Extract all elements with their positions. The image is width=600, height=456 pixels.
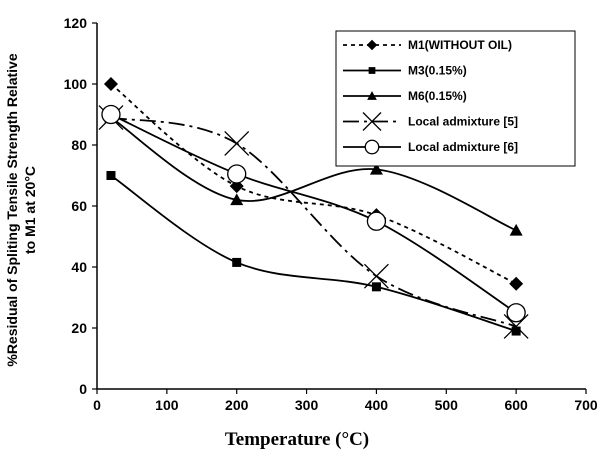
data-point: [511, 326, 521, 336]
data-point: [366, 211, 387, 231]
legend-item: Local admixture [6]: [343, 139, 518, 155]
data-point: [224, 131, 250, 156]
x-marker-stroke: [363, 263, 389, 289]
legend-swatch-marker: [367, 91, 377, 100]
y-tick-label: 80: [71, 137, 87, 153]
legend-label: Local admixture [5]: [408, 115, 518, 129]
data-point: [101, 104, 121, 125]
legend-label: M6(0.15%): [408, 89, 467, 103]
data-point: [371, 282, 381, 292]
legend-swatch-marker: [364, 139, 380, 155]
data-point: [227, 164, 247, 184]
legend-swatch-marker: [362, 112, 382, 131]
data-point: [503, 314, 529, 339]
data-point: [506, 303, 526, 323]
x-marker-stroke: [503, 314, 529, 339]
legend-item: M3(0.15%): [343, 64, 467, 78]
y-tick-label: 120: [64, 15, 88, 31]
data-point: [103, 77, 118, 91]
data-point: [232, 257, 242, 267]
x-tick-label: 600: [504, 397, 528, 413]
y-tick-label: 40: [71, 259, 87, 275]
y-tick-label: 100: [64, 76, 88, 92]
series-4: [98, 105, 529, 339]
y-axis-label-line1: %Residual of Spliting Tensile Strength R…: [4, 53, 20, 366]
axes: 0 100 200 300 400 500 600 700 0 20 40 60 80 100 120: [64, 15, 598, 413]
legend-swatch-marker: [368, 67, 376, 74]
series-line: [110, 116, 517, 328]
data-point: [509, 223, 523, 236]
x-tick-label: 300: [295, 397, 319, 413]
y-tick-label: 0: [79, 381, 87, 397]
series-layer: [98, 77, 529, 339]
y-tick-label: 20: [71, 320, 87, 336]
legend-swatch-marker: [366, 39, 378, 51]
data-point: [363, 263, 389, 289]
x-tick-label: 400: [365, 397, 389, 413]
x-tick-label: 500: [435, 397, 459, 413]
x-axis-label: Temperature (°C): [225, 429, 369, 450]
series-5: [101, 104, 526, 323]
x-marker-stroke: [362, 112, 382, 131]
series-line: [110, 83, 517, 285]
series-line: [110, 116, 517, 232]
series-line: [110, 113, 517, 314]
y-tick-label: 60: [71, 198, 87, 214]
y-axis-label-line2: to M1 at 20°C: [22, 166, 38, 254]
x-tick-label: 700: [574, 397, 598, 413]
data-point: [509, 276, 524, 291]
legend-item: M1(WITHOUT OIL): [343, 38, 512, 52]
legend: M1(WITHOUT OIL) M3(0.15%) M6(0.15%) Local a…: [335, 30, 576, 167]
legend-label: M3(0.15%): [408, 64, 467, 78]
x-marker-stroke: [224, 131, 250, 156]
legend-label: Local admixture [6]: [408, 140, 518, 154]
legend-item: M6(0.15%): [343, 89, 467, 103]
x-tick-label: 100: [155, 397, 179, 413]
data-point: [106, 171, 116, 180]
x-tick-label: 0: [93, 397, 101, 413]
legend-label: M1(WITHOUT OIL): [408, 38, 512, 52]
data-point: [369, 162, 383, 175]
x-tick-label: 200: [225, 397, 249, 413]
data-point: [230, 193, 244, 206]
legend-item: Local admixture [5]: [343, 112, 518, 131]
